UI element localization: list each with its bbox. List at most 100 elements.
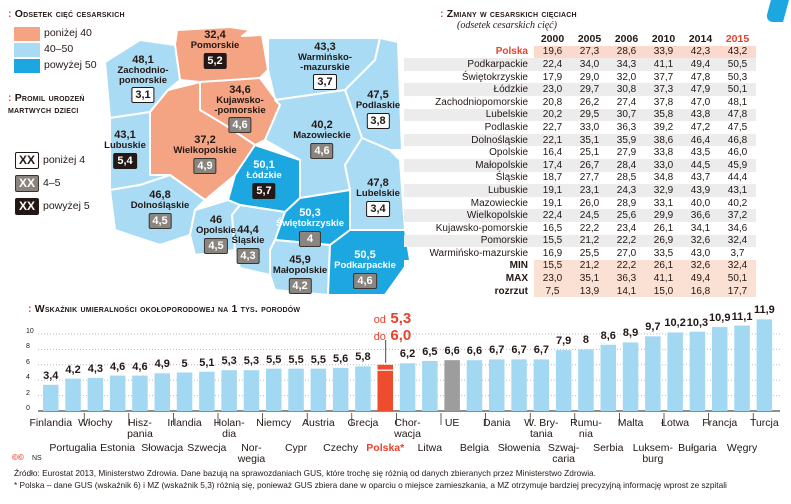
- region-label: 34,6 Kujawsko- -pomorskie 4,6: [214, 85, 266, 133]
- region-name-cell: MIN: [404, 259, 534, 273]
- category-label: Niemcy: [256, 417, 292, 429]
- legend-label: 4–5: [43, 177, 61, 189]
- legend-box: XX: [15, 152, 40, 169]
- bar: [645, 336, 661, 411]
- category-label: Finlandia: [29, 417, 73, 429]
- value-cell: 15,5: [534, 234, 571, 248]
- poland-map: [104, 26, 411, 296]
- category-label: Austria: [302, 417, 335, 429]
- year-header: 2000: [540, 33, 565, 46]
- table-row: Polska 19,6 27,3 28,6 33,9 42,3 43,2: [404, 45, 756, 59]
- table-title-text: Zmiany w cesarskich cięciach: [446, 8, 577, 20]
- value-cell: 23,1: [571, 184, 608, 197]
- value-cell: 37,8: [653, 96, 674, 108]
- region-name: Pomorskie: [190, 40, 240, 51]
- bar: [444, 360, 460, 411]
- value-cell: 32,6: [682, 259, 719, 273]
- bar: [734, 325, 750, 411]
- region-name-cell: Małopolskie: [404, 158, 534, 172]
- value-cell: 46,8: [719, 133, 756, 147]
- region-cesarean-pct: 46: [209, 214, 223, 226]
- value-cell: 7,5: [534, 284, 571, 298]
- bar: [221, 370, 237, 411]
- value-cell: 42,3: [682, 45, 719, 59]
- category-label: Rumu- nia: [570, 417, 602, 440]
- value-cell: 47,8: [719, 108, 756, 122]
- year-header: 2006: [614, 33, 639, 46]
- value-cell: 45,9: [719, 158, 756, 172]
- region-cesarean-pct: 50,5: [354, 249, 376, 261]
- bar-value-label: 11,1: [731, 310, 753, 323]
- region-cesarean-pct: 46,8: [149, 189, 171, 201]
- author-credit: NS: [32, 455, 42, 462]
- category-label: W. Bry- tania: [524, 417, 559, 440]
- annotation-to: do 6,0: [361, 328, 412, 345]
- region-name: Śląskie: [231, 235, 265, 246]
- region-name: Małopolskie: [272, 265, 328, 276]
- value-cell: 33,9: [645, 45, 682, 59]
- value-cell: 39,2: [653, 121, 674, 133]
- bar-value-label: 6,6: [444, 345, 460, 358]
- value-cell: 17,4: [534, 158, 571, 172]
- value-cell: 27,9: [616, 147, 637, 159]
- legend-swatch: [14, 27, 40, 41]
- table-row: Zachodniopomorskie 20,8 26,2 27,4 37,8 47,0 48…: [404, 96, 756, 109]
- bar: [712, 327, 728, 411]
- region-stillbirth-box: 5,7: [252, 182, 276, 199]
- bar: [243, 370, 260, 411]
- value-cell: 48,1: [727, 96, 748, 108]
- bar-value-label: 5,3: [243, 355, 260, 368]
- category-label: Chor- wacja: [394, 417, 421, 440]
- bar: [600, 344, 616, 411]
- y-tick-label: 10: [26, 328, 34, 335]
- table-row: Śląskie 18,7 27,7 28,5 34,8 43,7 44,4: [404, 172, 756, 185]
- map-title: : Odsetek cięć cesarskich: [8, 8, 125, 20]
- category-label: Holan- dia: [213, 417, 245, 440]
- value-cell: 26,2: [579, 96, 600, 108]
- legend-label: poniżej 40: [44, 27, 92, 39]
- region-name-cell: Zachodniopomorskie: [435, 96, 528, 108]
- bar-value-label: 6,6: [466, 345, 483, 358]
- bar: [622, 342, 639, 411]
- region-name-cell: Łódzkie: [404, 83, 534, 96]
- region-label: 50,5 Podkarpackie 4,6: [334, 250, 396, 289]
- value-cell: 43,9: [682, 184, 719, 197]
- value-cell: 32,4: [719, 259, 756, 273]
- value-cell: 43,7: [690, 172, 711, 184]
- header-blank: [404, 33, 534, 46]
- legend-box: XX: [15, 198, 40, 215]
- bar-value-label: 5,5: [288, 353, 304, 366]
- region-name: Opolskie: [195, 225, 237, 236]
- category-label: Czechy: [323, 442, 359, 454]
- value-cell: 29,7: [571, 83, 608, 96]
- bar-value-label: 5,6: [332, 352, 349, 365]
- category-label: Grecja: [347, 417, 379, 429]
- bar-value-label: 10,2: [664, 317, 686, 330]
- category-label: Malta: [617, 417, 644, 429]
- value-cell: 32,4: [719, 234, 756, 248]
- table-title: : Zmiany w cesarskich cięciach: [440, 8, 577, 20]
- table-row: Świętokrzyskie 17,9 29,0 32,0 37,7 47,8 50,3: [404, 71, 756, 84]
- category-label: Belgia: [459, 442, 490, 454]
- value-cell: 19,1: [534, 184, 571, 197]
- bar-value-label: 6,7: [489, 344, 505, 357]
- value-cell: 50,1: [719, 272, 756, 285]
- y-tick-label: 2: [26, 389, 30, 397]
- region-name-cell: Kujawsko-pomorskie: [435, 222, 528, 234]
- value-cell: 26,1: [653, 222, 674, 234]
- table-header-row: 2000 2005 2006 2010 2014 2015: [404, 33, 756, 46]
- value-cell: 27,0: [616, 247, 637, 259]
- map-title-text: Odsetek cięć cesarskich: [14, 8, 125, 20]
- category-label: UE: [444, 417, 460, 429]
- value-cell: 15,5: [534, 259, 571, 273]
- value-cell: 38,6: [645, 133, 682, 147]
- source-note: Źródło: Eurostat 2013, Ministerstwo Zdro…: [14, 468, 596, 478]
- category-label: Słowenia: [497, 442, 541, 454]
- bar-value-label: 6,2: [399, 348, 416, 361]
- annotation-to-label: do: [373, 331, 386, 343]
- value-cell: 35,1: [571, 272, 608, 285]
- bar: [109, 375, 126, 411]
- value-cell: 47,8: [690, 71, 711, 83]
- value-cell: 22,4: [534, 209, 571, 222]
- bar-value-label: 10,3: [686, 316, 709, 329]
